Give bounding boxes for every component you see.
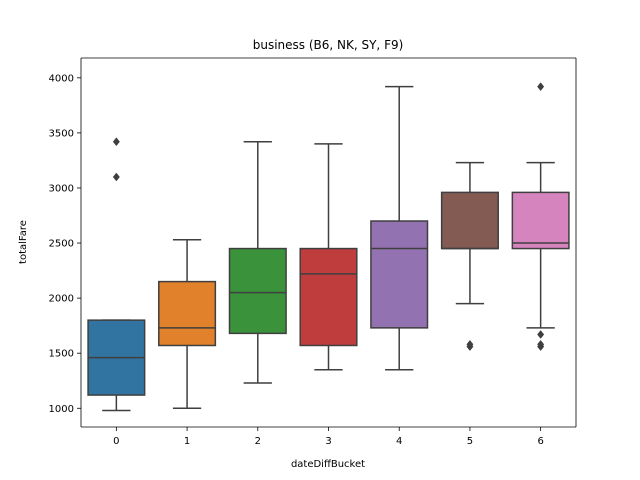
outlier-point-6-1 [537,339,545,349]
box-1 [158,280,217,347]
y-tick-label-4000: 4000 [49,73,74,84]
outlier-point-5-1 [466,339,474,349]
y-tick-label-2500: 2500 [49,239,74,250]
box-5 [440,191,499,250]
box-2 [228,247,287,335]
box-group-2 [228,140,287,384]
x-tick-label-0: 0 [113,436,119,447]
box-4 [370,220,429,329]
box-group-4 [370,85,429,371]
y-tick-label-3500: 3500 [49,128,74,139]
x-tick-label-2: 2 [255,436,261,447]
chart-title: business (B6, NK, SY, F9) [253,38,404,52]
outlier-point-0-0 [112,172,120,182]
box-group-1 [158,238,217,410]
box-3 [299,247,358,347]
box-group-3 [299,143,358,371]
y-tick-label-1000: 1000 [49,404,74,415]
outlier-point-6-2 [537,330,545,339]
outlier-point-6-3 [537,82,545,92]
box-group-5 [440,161,499,351]
y-tick-label-2000: 2000 [49,294,74,305]
box-group-0 [87,137,146,412]
x-tick-label-6: 6 [537,436,543,447]
y-axis-label: totalFare [18,220,29,264]
x-axis-label: dateDiffBucket [291,459,365,470]
box-group-6 [511,82,570,351]
y-tick-label-1500: 1500 [49,349,74,360]
x-tick-label-4: 4 [396,436,402,447]
x-tick-label-5: 5 [467,436,473,447]
plot-area [87,82,570,412]
y-tick-label-3000: 3000 [49,183,74,194]
x-tick-label-3: 3 [325,436,331,447]
x-tick-label-1: 1 [184,436,190,447]
outlier-point-0-1 [112,137,120,147]
box-6 [511,191,570,250]
axes: 1000 1500 2000 2500 3000 3500 4000 0 1 2 3 4 5 6 [49,57,577,447]
